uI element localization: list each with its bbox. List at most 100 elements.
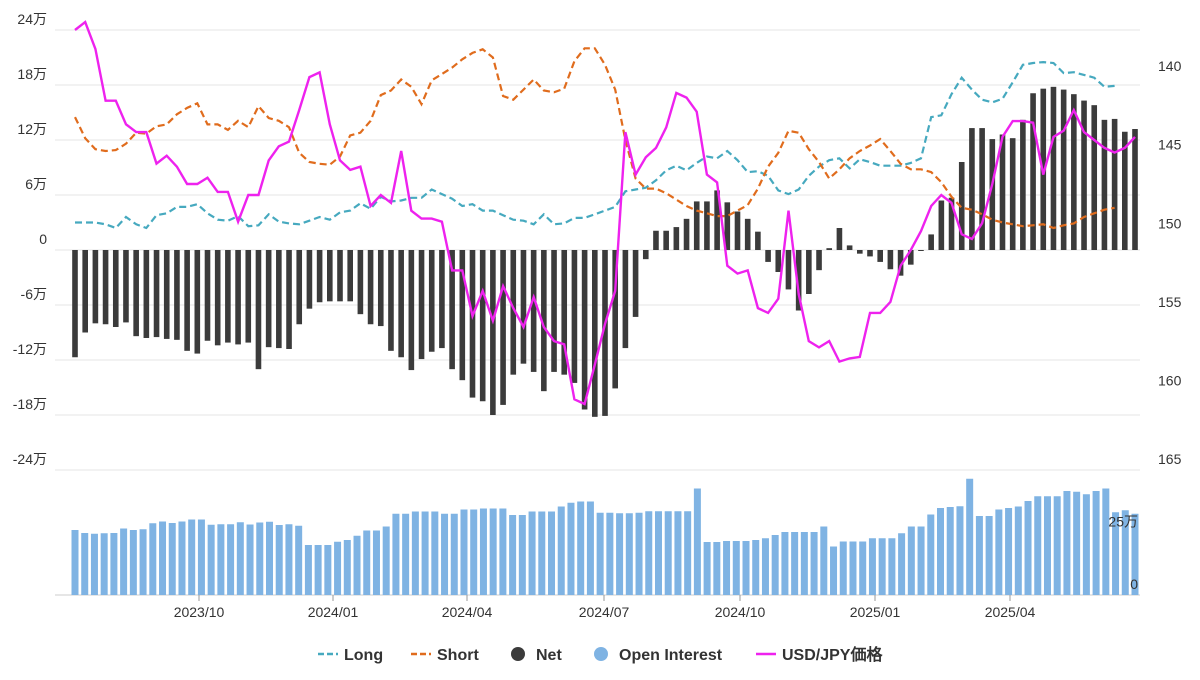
net-bar (999, 134, 1006, 250)
net-bar (734, 211, 741, 250)
legend-label: Open Interest (619, 647, 723, 664)
net-bar (969, 128, 975, 250)
x-tick: 2023/10 (174, 604, 225, 620)
net-bar (795, 250, 802, 311)
open-interest-bar (450, 513, 458, 595)
oi-tick: 25万 (1108, 514, 1138, 530)
open-interest-bar (470, 509, 478, 595)
legend-item-short[interactable]: Short (411, 647, 479, 664)
legend-item-net[interactable]: Net (511, 647, 562, 664)
net-bar (948, 197, 955, 250)
open-interest-bar (479, 508, 487, 595)
open-interest-bar (586, 501, 594, 595)
net-bar (479, 250, 486, 402)
open-interest-bar (937, 508, 945, 595)
net-bar (214, 250, 221, 346)
open-interest-bar (1073, 491, 1081, 595)
net-bar (1101, 119, 1108, 250)
net-bar (184, 250, 190, 351)
net-bar (92, 250, 99, 324)
y-left-tick: 0 (39, 231, 47, 247)
net-bar (806, 250, 812, 294)
net-bar (592, 250, 598, 417)
open-interest-bar (509, 515, 517, 595)
open-interest-bar (625, 513, 633, 595)
open-interest-bar (888, 538, 896, 595)
open-interest-bar (674, 511, 682, 595)
legend-item-open-interest[interactable]: Open Interest (594, 647, 723, 664)
y-left-tick: -18万 (13, 396, 47, 412)
net-bar (347, 250, 353, 302)
y-left-tick: -6万 (21, 286, 47, 302)
open-interest-bar (392, 513, 400, 595)
net-bar (265, 250, 272, 348)
open-interest-bar (577, 501, 585, 595)
open-interest-bar (927, 514, 935, 595)
net-bar (785, 250, 792, 290)
open-interest-bar (1034, 496, 1042, 595)
net-bar (367, 250, 374, 325)
open-interest-bar (703, 542, 711, 595)
net-bar (551, 250, 557, 372)
oi-tick: 0 (1130, 576, 1138, 592)
net-bar (225, 250, 231, 343)
open-interest-bar (1063, 491, 1071, 595)
open-interest-bar (645, 511, 653, 595)
line-series (74, 20, 1136, 406)
y-right-tick: 160 (1158, 372, 1182, 388)
y-right-tick: 155 (1158, 294, 1182, 310)
open-interest-bar (849, 541, 857, 595)
open-interest-bar (402, 513, 410, 595)
y-right-tick: 145 (1158, 137, 1182, 153)
net-bar (663, 230, 669, 250)
net-bar (918, 250, 924, 251)
open-interest-bar (654, 511, 662, 595)
net-bar (1122, 131, 1128, 250)
net-bar (530, 250, 537, 372)
net-bar (102, 250, 109, 325)
legend-item-long[interactable]: Long (318, 647, 383, 664)
open-interest-bar (353, 535, 361, 595)
long-line (75, 60, 1115, 230)
open-interest-bar (528, 511, 536, 595)
net-bar (1081, 100, 1087, 250)
open-interest-bar (441, 513, 449, 595)
net-bar (163, 250, 170, 339)
net-bar (581, 250, 588, 410)
net-bar (928, 234, 934, 250)
open-interest-bar (956, 506, 964, 595)
legend-marker (511, 647, 525, 661)
open-interest-bar (878, 538, 886, 595)
net-bar (846, 245, 853, 250)
net-bar (979, 128, 985, 250)
net-bar (235, 250, 241, 345)
open-interest-bar (100, 533, 108, 595)
usdjpy-line (74, 20, 1136, 406)
open-interest-bar (159, 521, 167, 595)
net-bar (897, 250, 904, 276)
net-bar (327, 250, 333, 302)
net-bar (510, 250, 517, 375)
net-bar (82, 250, 88, 333)
open-interest-bar (800, 532, 808, 595)
net-bar (857, 250, 863, 254)
net-bar (673, 227, 680, 250)
net-bar (112, 250, 119, 327)
open-interest-bars (71, 478, 1139, 595)
open-interest-bar (1082, 494, 1090, 595)
net-bar (357, 250, 364, 315)
net-bar (439, 250, 445, 349)
y-right-tick: 150 (1158, 215, 1182, 231)
open-interest-bar (207, 524, 215, 595)
y-right-tick: 140 (1158, 58, 1182, 74)
open-interest-bar (684, 511, 692, 595)
open-interest-bar (820, 526, 828, 595)
x-tick: 2025/04 (985, 604, 1036, 620)
open-interest-bar (1092, 491, 1100, 595)
legend: Long Short Net Open Interest USD/JPY価格 (318, 645, 883, 664)
open-interest-bar (149, 523, 157, 595)
legend-item-usdjpy[interactable]: USD/JPY価格 (756, 645, 883, 664)
open-interest-bar (120, 528, 128, 595)
